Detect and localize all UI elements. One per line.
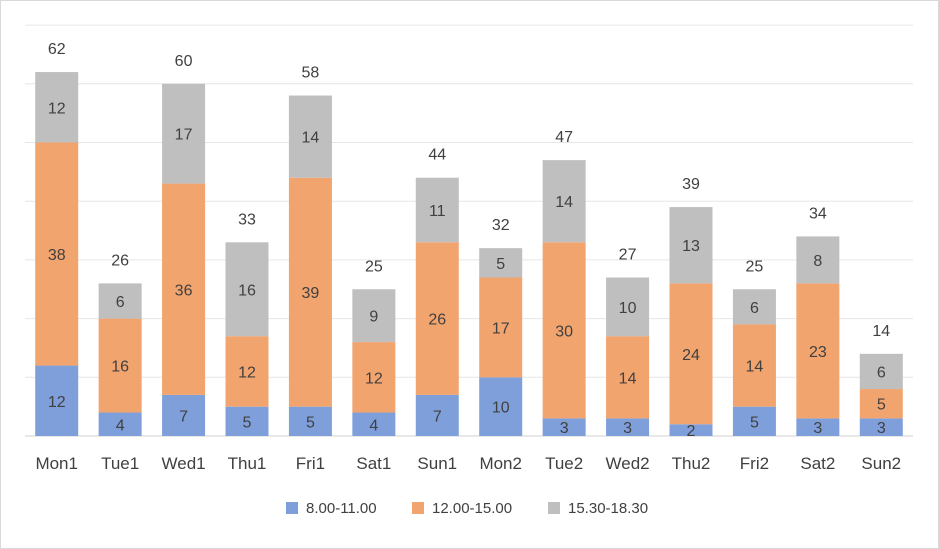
- data-label: 14: [619, 370, 637, 387]
- x-tick-label: Thu1: [228, 454, 267, 473]
- data-label: 7: [433, 408, 442, 425]
- total-label: 60: [175, 53, 193, 70]
- x-tick-label: Sun2: [861, 454, 901, 473]
- data-label: 7: [179, 408, 188, 425]
- x-tick-label: Fri1: [296, 454, 325, 473]
- data-label: 14: [746, 359, 764, 376]
- data-label: 8: [813, 253, 822, 270]
- total-label: 34: [809, 205, 827, 222]
- x-tick-label: Mon2: [479, 454, 522, 473]
- data-label: 30: [555, 323, 573, 340]
- total-label: 39: [682, 176, 700, 193]
- data-label: 2: [687, 423, 696, 440]
- x-tick-label: Wed1: [162, 454, 206, 473]
- x-tick-label: Fri2: [740, 454, 769, 473]
- legend-label: 12.00-15.00: [432, 500, 512, 517]
- data-label: 5: [750, 414, 759, 431]
- x-tick-label: Tue1: [101, 454, 139, 473]
- total-label: 33: [238, 211, 256, 228]
- total-label: 47: [555, 129, 573, 146]
- data-label: 4: [116, 417, 125, 434]
- x-tick-label: Thu2: [672, 454, 711, 473]
- data-label: 4: [369, 417, 378, 434]
- data-label: 5: [306, 414, 315, 431]
- data-label: 13: [682, 238, 700, 255]
- legend-label: 15.30-18.30: [568, 500, 648, 517]
- data-label: 12: [365, 370, 383, 387]
- legend-swatch: [286, 502, 298, 514]
- data-label: 6: [877, 364, 886, 381]
- data-label: 6: [116, 294, 125, 311]
- data-label: 5: [243, 414, 252, 431]
- data-label: 38: [48, 247, 66, 264]
- x-tick-label: Sun1: [417, 454, 457, 473]
- data-label: 12: [48, 100, 66, 117]
- legend-label: 8.00-11.00: [306, 500, 377, 517]
- data-label: 14: [555, 194, 573, 211]
- x-tick-label: Sat1: [356, 454, 391, 473]
- data-label: 11: [429, 203, 446, 220]
- data-label: 26: [428, 312, 446, 329]
- total-label: 32: [492, 217, 510, 234]
- data-label: 39: [302, 285, 320, 302]
- total-label: 25: [746, 258, 764, 275]
- data-label: 10: [492, 400, 510, 417]
- data-label: 5: [496, 256, 505, 273]
- data-label: 3: [877, 420, 886, 437]
- data-label: 3: [623, 420, 632, 437]
- x-tick-label: Sat2: [800, 454, 835, 473]
- data-label: 3: [813, 420, 822, 437]
- data-label: 16: [238, 282, 256, 299]
- data-label: 17: [492, 320, 510, 337]
- data-label: 14: [302, 130, 320, 147]
- x-tick-label: Mon1: [35, 454, 78, 473]
- total-label: 44: [428, 147, 446, 164]
- data-label: 6: [750, 300, 759, 317]
- total-label: 27: [619, 247, 637, 264]
- data-label: 12: [48, 394, 66, 411]
- x-tick-label: Tue2: [545, 454, 583, 473]
- data-label: 16: [111, 359, 129, 376]
- legend-swatch: [548, 502, 560, 514]
- data-label: 24: [682, 347, 700, 364]
- data-label: 23: [809, 344, 827, 361]
- data-label: 36: [175, 282, 193, 299]
- total-label: 62: [48, 41, 66, 58]
- data-label: 12: [238, 364, 256, 381]
- total-label: 25: [365, 258, 383, 275]
- data-label: 9: [369, 309, 378, 326]
- total-label: 58: [302, 65, 320, 82]
- total-label: 14: [872, 323, 890, 340]
- data-label: 3: [560, 420, 569, 437]
- total-label: 26: [111, 252, 129, 269]
- x-tick-label: Wed2: [606, 454, 650, 473]
- data-label: 5: [877, 397, 886, 414]
- data-label: 17: [175, 127, 193, 144]
- data-label: 10: [619, 300, 637, 317]
- legend-swatch: [412, 502, 424, 514]
